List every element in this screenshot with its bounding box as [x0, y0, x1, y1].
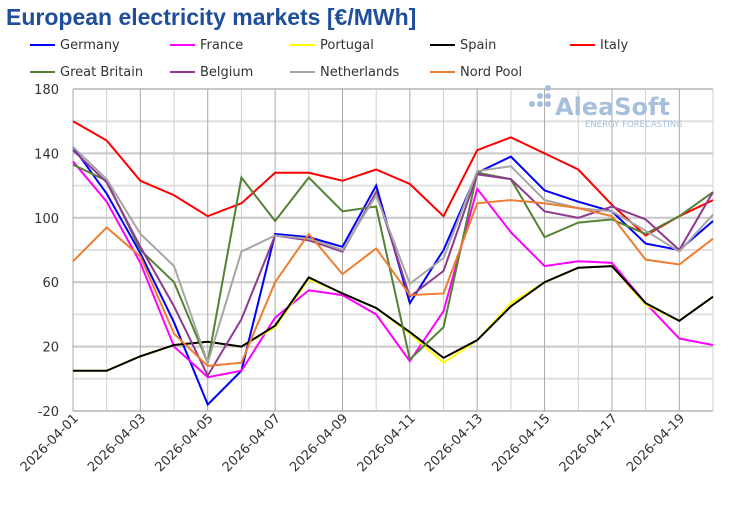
series-line-nord-pool	[72, 199, 714, 367]
watermark-subtext: ENERGY FORECASTING	[585, 120, 683, 130]
x-tick-label: 2026-04-19	[624, 411, 688, 475]
y-tick-label: 20	[42, 341, 59, 356]
x-tick-label: 2026-04-09	[287, 411, 351, 475]
watermark-text: AleaSoft	[555, 93, 670, 121]
series-line-italy	[72, 120, 714, 237]
x-tick-label: 2026-04-13	[422, 411, 486, 475]
legend-label: Nord Pool	[460, 65, 522, 80]
x-tick-label: 2026-04-01	[18, 411, 82, 475]
x-tick-label: 2026-04-05	[153, 411, 217, 475]
y-tick-label: 180	[34, 83, 59, 98]
series-line-great-britain	[72, 163, 714, 367]
series-line-belgium	[72, 149, 714, 378]
legend-label: France	[200, 38, 243, 53]
legend-label: Italy	[600, 38, 629, 53]
x-tick-label: 2026-04-03	[85, 411, 149, 475]
legend-label: Belgium	[200, 65, 253, 80]
legend-label: Great Britain	[60, 65, 143, 80]
x-tick-label: 2026-04-15	[489, 411, 553, 475]
x-tick-label: 2026-04-11	[355, 411, 419, 475]
y-tick-label: -20	[38, 405, 59, 420]
series-line-spain	[73, 265, 714, 372]
legend-label: Spain	[460, 38, 496, 53]
legend-label: Germany	[60, 38, 120, 53]
watermark-logo	[529, 85, 551, 107]
x-tick-label: 2026-04-17	[557, 411, 621, 475]
y-tick-label: 140	[34, 147, 59, 162]
chart-title: European electricity markets [€/MWh]	[6, 4, 417, 30]
series-line-netherlands	[72, 146, 714, 366]
series-line-france	[72, 160, 714, 379]
y-tick-label: 100	[34, 212, 59, 227]
y-tick-label: 60	[42, 276, 59, 291]
legend-label: Portugal	[320, 38, 374, 53]
x-tick-label: 2026-04-07	[220, 411, 284, 475]
legend-label: Netherlands	[320, 65, 399, 80]
